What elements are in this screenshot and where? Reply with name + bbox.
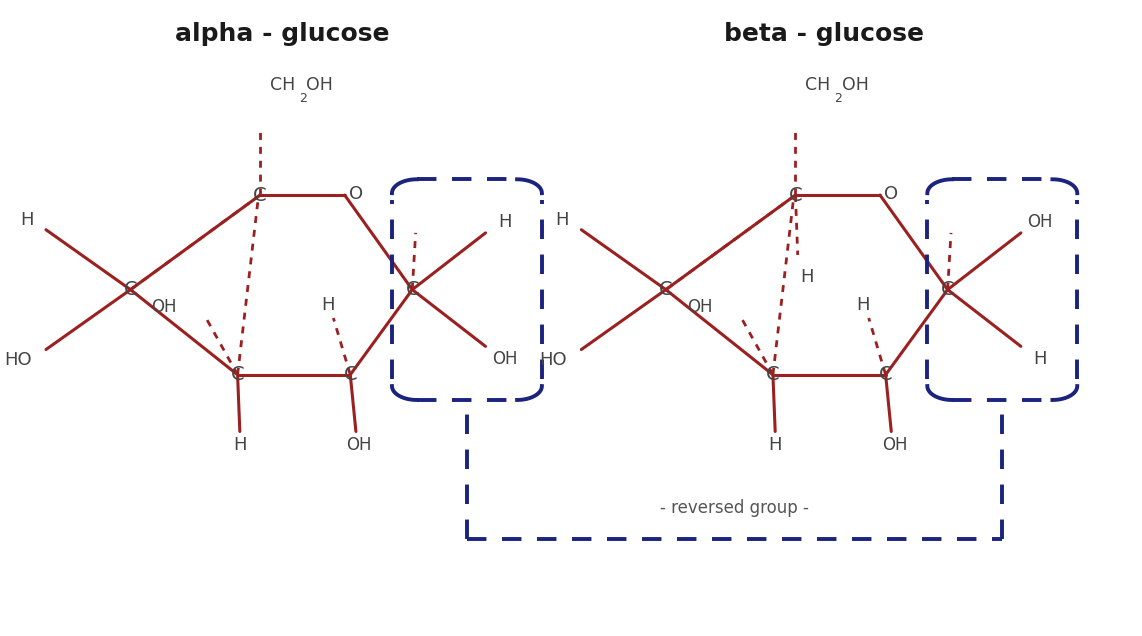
Text: H: H xyxy=(856,296,870,314)
Text: OH: OH xyxy=(1028,212,1053,230)
Text: H: H xyxy=(769,436,782,454)
Text: C: C xyxy=(879,365,892,384)
Text: HO: HO xyxy=(3,351,32,370)
Text: H: H xyxy=(498,212,512,230)
Text: O: O xyxy=(348,185,363,203)
Text: C: C xyxy=(405,280,419,299)
Text: C: C xyxy=(659,280,673,299)
Text: H: H xyxy=(555,211,569,230)
Text: 2: 2 xyxy=(299,92,307,105)
Text: C: C xyxy=(254,186,267,205)
Text: OH: OH xyxy=(882,436,908,454)
Text: C: C xyxy=(766,365,780,384)
Text: - reversed group -: - reversed group - xyxy=(660,499,809,516)
Text: OH: OH xyxy=(152,298,177,315)
Text: beta - glucose: beta - glucose xyxy=(724,22,924,46)
Text: CH: CH xyxy=(270,76,296,93)
Text: C: C xyxy=(941,280,955,299)
Text: C: C xyxy=(231,365,244,384)
Text: OH: OH xyxy=(306,76,333,93)
Text: C: C xyxy=(789,186,803,205)
Text: OH: OH xyxy=(842,76,869,93)
Text: H: H xyxy=(1034,350,1047,368)
Text: H: H xyxy=(233,436,247,454)
Text: CH: CH xyxy=(805,76,830,93)
Text: OH: OH xyxy=(687,298,713,315)
Text: 2: 2 xyxy=(835,92,843,105)
Text: OH: OH xyxy=(492,350,517,368)
Text: C: C xyxy=(344,365,357,384)
Text: C: C xyxy=(123,280,137,299)
Text: O: O xyxy=(884,185,899,203)
Text: alpha - glucose: alpha - glucose xyxy=(176,22,389,46)
Text: OH: OH xyxy=(346,436,372,454)
Text: H: H xyxy=(21,211,33,230)
Text: H: H xyxy=(801,268,813,286)
Text: HO: HO xyxy=(539,351,566,370)
Text: H: H xyxy=(321,296,335,314)
